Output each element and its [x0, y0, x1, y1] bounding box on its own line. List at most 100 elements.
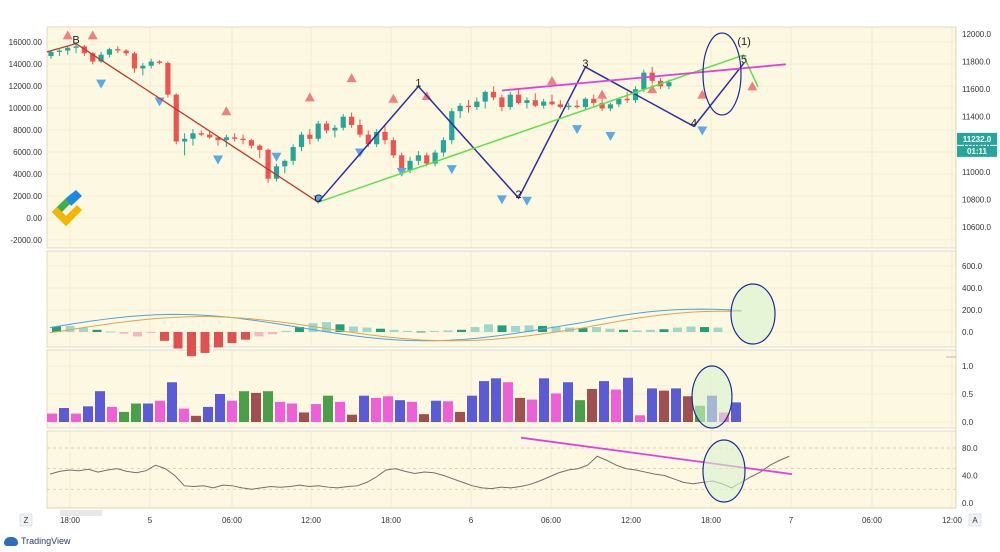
osc-histogram-bar	[497, 325, 507, 332]
candle	[232, 137, 238, 139]
osc-histogram-bar	[578, 328, 588, 332]
volume-bar	[635, 415, 645, 422]
candle	[290, 147, 296, 161]
volume-bar	[131, 403, 141, 422]
volume-bar	[251, 392, 261, 422]
candle	[474, 101, 480, 108]
candle	[457, 105, 463, 112]
candle	[148, 61, 154, 66]
osc-histogram-bar	[79, 327, 88, 332]
right-axis-tick: 11800.0	[962, 58, 991, 67]
osc-histogram-bar	[295, 327, 304, 332]
candle	[624, 98, 630, 101]
candle	[273, 166, 280, 179]
volume-bar	[479, 381, 489, 422]
candle	[357, 124, 363, 135]
left-axis-tick: 8000.00	[13, 126, 42, 135]
candle	[340, 116, 346, 128]
candle	[190, 133, 196, 139]
osc-histogram-bar	[187, 332, 196, 357]
candle	[557, 104, 563, 108]
rsi-axis-tick: 0.0	[962, 499, 974, 508]
highlight-ellipse	[702, 32, 742, 116]
osc-histogram-bar	[322, 322, 331, 332]
volume-bar	[275, 401, 285, 422]
osc-axis-tick: 600.0	[962, 262, 983, 271]
volume-bar	[683, 396, 693, 422]
osc-histogram-bar	[146, 332, 156, 334]
volume-bar	[215, 394, 225, 422]
volume-axis-tick: 1.0	[962, 362, 974, 371]
candle	[641, 72, 647, 90]
osc-histogram-bar	[173, 332, 183, 349]
wave-label: C	[314, 193, 322, 205]
candle	[490, 91, 497, 98]
candle	[365, 134, 371, 145]
rsi-axis-tick: 80.0	[962, 444, 978, 453]
volume-bar	[287, 403, 297, 422]
time-axis-label: 06:00	[541, 516, 562, 525]
osc-histogram-bar	[308, 323, 318, 332]
abc-wave-line	[46, 42, 319, 203]
volume-bar	[431, 400, 441, 422]
right-axis-tick: 11400.0	[962, 113, 991, 122]
osc-histogram-bar	[241, 332, 250, 340]
volume-bar	[359, 395, 369, 422]
osc-histogram-bar	[389, 329, 399, 332]
volume-bar	[467, 395, 477, 422]
candle	[298, 134, 305, 148]
candle	[115, 49, 121, 51]
volume-bar	[491, 378, 501, 422]
down-triangle-marker	[697, 126, 708, 136]
candle	[382, 131, 388, 141]
candle	[323, 123, 330, 131]
auto-scale-label: A	[972, 516, 978, 525]
left-axis-tick: -2000.00	[10, 236, 42, 245]
osc-histogram-bar	[403, 330, 412, 332]
candle	[207, 134, 213, 138]
candle	[599, 102, 605, 109]
osc-histogram-bar	[484, 324, 493, 332]
candle	[90, 53, 96, 62]
candle	[173, 94, 179, 142]
candle	[282, 160, 288, 167]
volume-axis-tick: 0.0	[962, 418, 974, 427]
candle	[140, 65, 146, 69]
down-triangle-marker	[396, 167, 407, 177]
candle	[607, 104, 614, 109]
volume-bar	[83, 406, 93, 422]
osc-histogram-bar	[160, 332, 169, 341]
candle	[532, 100, 538, 106]
osc-histogram-bar	[200, 332, 210, 353]
candle	[541, 101, 547, 106]
volume-bar	[263, 391, 273, 422]
zoom-button	[19, 513, 33, 527]
candle	[616, 98, 622, 105]
volume-bar	[443, 401, 453, 422]
volume-bar	[407, 401, 417, 422]
green-trend-line	[317, 54, 745, 203]
candle	[65, 47, 71, 51]
brand-label: TradingView	[21, 536, 71, 546]
wave-label: 1	[415, 77, 421, 89]
candle	[215, 137, 221, 141]
osc-histogram-bar	[119, 332, 129, 334]
volume-bar	[71, 413, 81, 422]
left-axis-tick: 10000.00	[9, 104, 43, 113]
time-axis-label: 06:00	[222, 516, 243, 525]
volume-bar	[335, 401, 345, 422]
down-triangle-marker	[271, 152, 282, 162]
impulse-wave-line	[317, 62, 745, 203]
right-axis-tick: 11000.0	[962, 168, 991, 177]
rsi-pane	[46, 430, 957, 509]
osc-histogram-bar	[457, 329, 466, 332]
volume-bar	[527, 399, 537, 422]
osc-histogram-bar	[281, 330, 291, 332]
broker-logo-icon	[52, 190, 82, 226]
down-triangle-marker	[313, 195, 324, 205]
volume-bar	[551, 393, 561, 422]
tradingview-brand: TradingView	[4, 533, 71, 549]
last-price-label: 11232.0	[963, 135, 992, 144]
candle	[240, 138, 246, 141]
